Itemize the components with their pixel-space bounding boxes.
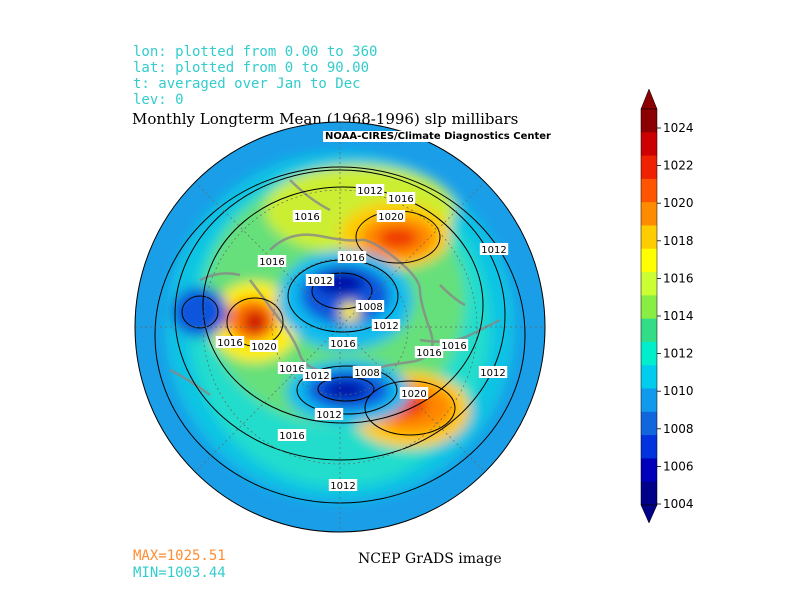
contour-label: 1012 <box>304 371 329 382</box>
colorbar-tick-label: 1010 <box>663 384 694 398</box>
colorbar-segment <box>641 272 657 296</box>
contour-label: 1016 <box>279 364 304 375</box>
contour-label-bg <box>314 408 344 420</box>
contour-label: 1016 <box>416 348 441 359</box>
lat-range-text: lat: plotted from 0 to 90.00 <box>133 60 370 76</box>
contour-label-bg <box>355 300 385 312</box>
colorbar-segment <box>641 109 657 133</box>
colorbar-segment <box>641 248 657 273</box>
colorbar-segment <box>641 435 657 459</box>
map-title: Monthly Longterm Mean (1968-1996) slp mi… <box>132 110 519 128</box>
contour-label: 1012 <box>357 186 382 197</box>
contour-label: 1012 <box>480 368 505 379</box>
colorbar-frame <box>640 108 658 506</box>
lon-range-text: lon: plotted from 0.00 to 360 <box>133 44 378 60</box>
contour-label-bg <box>399 387 429 399</box>
contour-label-bg <box>355 184 385 196</box>
contour-label: 1016 <box>279 431 304 442</box>
contour-label: 1016 <box>441 341 466 352</box>
contour-label: 1016 <box>388 194 413 205</box>
colorbar-tick-label: 1014 <box>663 309 694 323</box>
graticule <box>135 122 545 532</box>
colorbar-segment <box>641 341 657 366</box>
colorbar-segment <box>641 132 657 157</box>
colorbar-segment <box>641 295 657 320</box>
contour-label: 1012 <box>307 276 332 287</box>
contour-label-bg <box>386 192 416 204</box>
contour-label-bg <box>328 479 358 491</box>
colorbar-tick-label: 1008 <box>663 422 694 436</box>
contour-label: 1016 <box>259 257 284 268</box>
contour-label: 1016 <box>330 339 355 350</box>
contour-label: 1020 <box>378 212 403 223</box>
contour-label: 1012 <box>316 410 341 421</box>
colorbar-top-arrow <box>640 88 658 110</box>
contour-label: 1016 <box>217 338 242 349</box>
contour-label: 1008 <box>354 368 379 379</box>
colorbar-tick-label: 1006 <box>663 459 694 473</box>
level-text: lev: 0 <box>133 92 184 108</box>
contour-label: 1012 <box>481 245 506 256</box>
contour-label-bg <box>249 340 279 352</box>
colorbar-bottom-arrow <box>640 504 658 524</box>
contour-label-bg <box>328 337 358 349</box>
contour-label: 1020 <box>251 342 276 353</box>
contour-label-bg <box>215 336 245 348</box>
colorbar-segment <box>641 458 657 483</box>
colorbar-segment <box>641 318 657 343</box>
footer-text: NCEP GrADS image <box>358 551 502 567</box>
contour-label-bg <box>439 339 469 351</box>
colorbar-tick-label: 1018 <box>663 234 694 248</box>
colorbar-segment <box>641 155 657 180</box>
credit-label: NOAA-CIRES/Climate Diagnostics Center <box>323 131 553 142</box>
colorbar-segment <box>641 388 657 413</box>
colorbar-tick-label: 1022 <box>663 159 694 173</box>
colorbar-tick-label: 1012 <box>663 347 694 361</box>
min-value: MIN=1003.44 <box>133 565 226 581</box>
colorbar-segment <box>641 411 657 436</box>
contour-label: 1008 <box>357 302 382 313</box>
contour-label-bg <box>414 346 444 358</box>
colorbar-tick-label: 1024 <box>663 121 694 135</box>
contour-label-bg <box>277 362 307 374</box>
contour-label-bg <box>376 210 406 222</box>
colorbar-segment <box>641 481 657 506</box>
max-value: MAX=1025.51 <box>133 548 226 564</box>
contour-label-bg <box>277 429 307 441</box>
contour-label: 1012 <box>330 481 355 492</box>
contour-label-bg <box>337 251 367 263</box>
contour-label-bg <box>479 243 509 255</box>
map-boundary <box>134 121 546 533</box>
contour-label-bg <box>371 319 401 331</box>
slp-field <box>135 122 545 532</box>
contour-label-bg <box>257 255 287 267</box>
contour-label-bg <box>302 369 332 381</box>
time-average-text: t: averaged over Jan to Dec <box>133 76 361 92</box>
contour-label: 1016 <box>294 212 319 223</box>
contour-label: 1020 <box>401 389 426 400</box>
colorbar-segment <box>641 178 657 203</box>
contour-label-bg <box>352 366 382 378</box>
contour-label: 1016 <box>339 253 364 264</box>
contour-label-bg <box>292 210 322 222</box>
colorbar-segment <box>641 225 657 250</box>
contour-label-bg <box>305 274 335 286</box>
colorbar-tick-label: 1020 <box>663 196 694 210</box>
contour-label: 1012 <box>373 321 398 332</box>
colorbar-tick-label: 1004 <box>663 497 694 511</box>
contour-label-bg <box>478 366 508 378</box>
colorbar-tick-label: 1016 <box>663 271 694 285</box>
colorbar-segment <box>641 365 657 390</box>
colorbar-segment <box>641 202 657 226</box>
colorbar: 1024 1022 1020 1018 1016 1014 1012 1010 1008 1006… <box>640 88 694 524</box>
